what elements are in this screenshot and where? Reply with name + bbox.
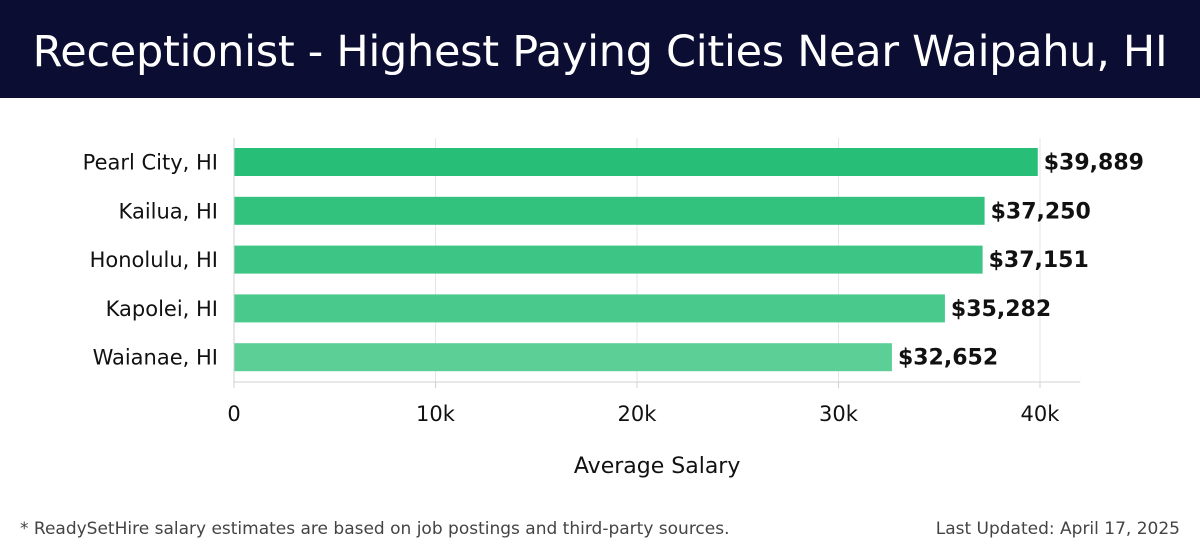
bar bbox=[234, 148, 1038, 176]
footnote: * ReadySetHire salary estimates are base… bbox=[20, 519, 730, 539]
category-label: Kapolei, HI bbox=[106, 297, 218, 321]
value-label: $37,151 bbox=[989, 248, 1089, 273]
bar bbox=[234, 343, 892, 372]
page-title: Receptionist - Highest Paying Cities Nea… bbox=[32, 27, 1168, 77]
x-tick-label: 0 bbox=[227, 402, 240, 426]
value-label: $32,652 bbox=[898, 346, 998, 371]
x-tick-label: 10k bbox=[416, 402, 456, 426]
labels: 0 10k 20k 30k 40k Pearl City, HI $39,889 Kailua… bbox=[83, 151, 1144, 480]
category-label: Waianae, HI bbox=[93, 346, 218, 370]
value-label: $35,282 bbox=[951, 297, 1051, 322]
last-updated: Last Updated: April 17, 2025 bbox=[935, 519, 1180, 539]
category-label: Honolulu, HI bbox=[90, 248, 218, 272]
bars bbox=[234, 148, 1038, 372]
x-tick-label: 40k bbox=[1021, 402, 1061, 426]
value-label: $39,889 bbox=[1044, 151, 1144, 176]
salary-bar-chart: 0 10k 20k 30k 40k Pearl City, HI $39,889 Kailua… bbox=[83, 138, 1144, 480]
category-label: Pearl City, HI bbox=[83, 151, 218, 175]
header-bar: Receptionist - Highest Paying Cities Nea… bbox=[0, 0, 1200, 98]
value-label: $37,250 bbox=[991, 199, 1091, 224]
category-label: Kailua, HI bbox=[119, 199, 218, 223]
x-tick-label: 20k bbox=[618, 402, 658, 426]
bar bbox=[234, 196, 985, 225]
x-axis-title: Average Salary bbox=[574, 454, 740, 479]
x-tick-label: 30k bbox=[819, 402, 859, 426]
bar bbox=[234, 294, 945, 323]
axes bbox=[233, 138, 1081, 388]
bar bbox=[234, 245, 983, 274]
